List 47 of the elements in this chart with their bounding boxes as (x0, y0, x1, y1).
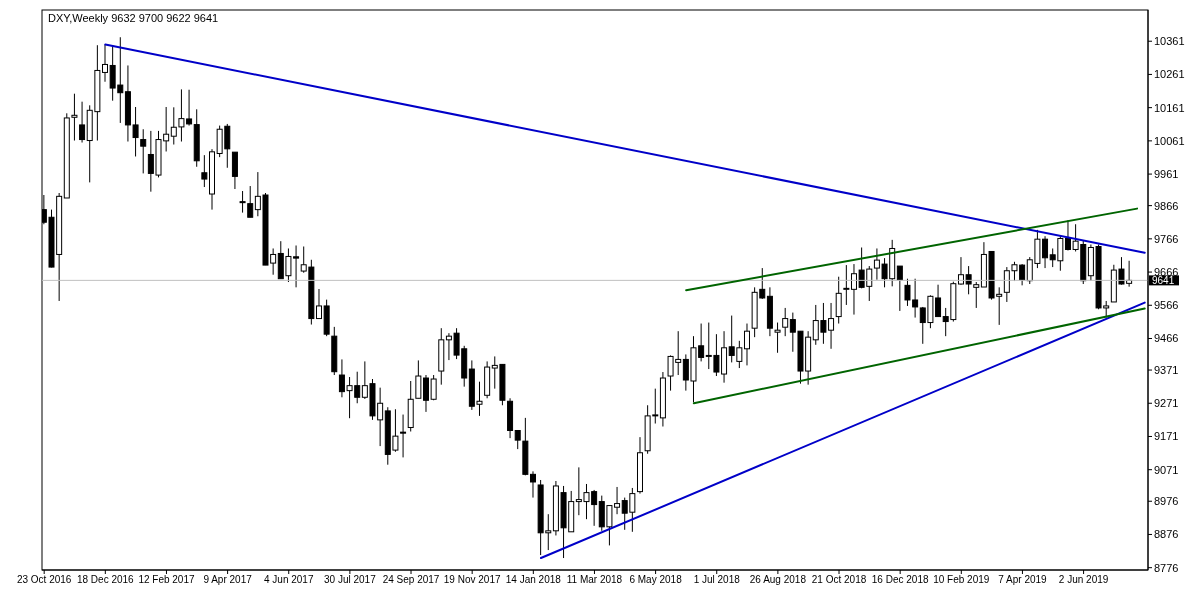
x-tick-label: 24 Sep 2017 (382, 574, 440, 586)
candlestick (843, 264, 850, 306)
candlestick (529, 470, 536, 499)
x-tick-label: 19 Nov 2017 (443, 574, 501, 586)
candlestick (79, 101, 86, 144)
x-tick-label: 10 Feb 2019 (933, 574, 990, 586)
y-tick-label: 9866 (1154, 199, 1179, 212)
y-tick-label: 9566 (1154, 299, 1179, 312)
x-tick-label: 6 May 2018 (629, 574, 683, 586)
candlestick (400, 414, 407, 458)
candlestick (247, 185, 254, 218)
x-tick-label: 1 Jul 2018 (693, 574, 741, 586)
y-tick-label: 10061 (1154, 134, 1185, 147)
x-tick-label: 16 Dec 2018 (871, 574, 929, 586)
candlestick (774, 322, 781, 354)
x-tick-label: 18 Dec 2016 (76, 574, 135, 586)
y-tick-label: 9371 (1154, 363, 1179, 376)
y-tick-label: 10261 (1154, 68, 1185, 81)
x-tick-label: 30 Jul 2017 (324, 574, 377, 586)
x-tick-label: 4 Jun 2017 (264, 574, 314, 586)
x-tick-label: 9 Apr 2017 (203, 574, 253, 586)
y-tick-label: 9171 (1154, 430, 1179, 443)
y-tick-label: 9271 (1154, 397, 1179, 410)
candlestick (239, 190, 246, 214)
y-tick-label: 8776 (1154, 561, 1179, 574)
x-tick-label: 7 Apr 2019 (998, 574, 1048, 586)
x-tick-label: 26 Aug 2018 (749, 574, 807, 586)
candlestick (140, 128, 147, 174)
y-tick-label: 8976 (1154, 495, 1179, 508)
x-tick-label: 14 Jan 2018 (505, 574, 562, 586)
x-tick-label: 21 Oct 2018 (811, 574, 867, 586)
candlestick (782, 307, 789, 337)
y-tick-label: 9071 (1154, 463, 1179, 476)
x-tick-label: 11 Mar 2018 (566, 574, 623, 586)
x-tick-label: 12 Feb 2017 (138, 574, 195, 586)
candlestick (835, 276, 842, 325)
y-tick-label: 9766 (1154, 232, 1179, 245)
y-tick-label: 9961 (1154, 167, 1179, 180)
x-tick-label: 2 Jun 2019 (1058, 574, 1109, 586)
x-tick-label: 23 Oct 2016 (16, 574, 72, 586)
y-tick-label: 10161 (1154, 101, 1185, 114)
candlestick (743, 323, 750, 366)
candlestick (896, 265, 903, 312)
chart-title: DXY,Weekly 9632 9700 9622 9641 (48, 12, 219, 24)
y-tick-label: 10361 (1154, 35, 1185, 48)
y-tick-label: 9466 (1154, 332, 1179, 345)
y-tick-label: 8876 (1154, 528, 1179, 541)
